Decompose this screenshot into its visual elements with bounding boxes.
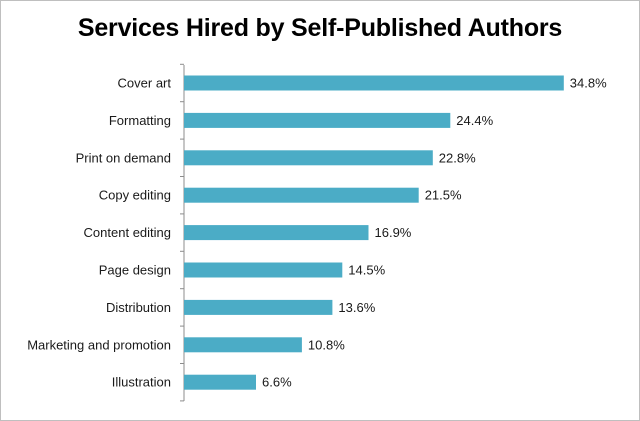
data-label: 14.5% xyxy=(348,263,385,278)
data-label: 22.8% xyxy=(439,150,476,165)
bar xyxy=(184,75,564,91)
category-label: Page design xyxy=(99,263,171,278)
bar xyxy=(184,112,451,128)
data-label: 6.6% xyxy=(262,375,292,390)
data-label: 34.8% xyxy=(570,76,607,91)
bar xyxy=(184,337,302,353)
data-label: 13.6% xyxy=(338,300,375,315)
plot-area: Cover art 34.8% Formatting 24.4% Print on de… xyxy=(27,63,607,402)
category-label: Distribution xyxy=(106,300,171,315)
category-label: Illustration xyxy=(112,375,171,390)
data-label: 10.8% xyxy=(308,337,345,352)
bar xyxy=(184,374,256,390)
chart-title: Services Hired by Self-Published Authors xyxy=(77,14,563,42)
bar xyxy=(184,262,343,278)
data-label: 21.5% xyxy=(425,188,462,203)
bar xyxy=(184,299,333,315)
category-label: Copy editing xyxy=(99,188,171,203)
bar xyxy=(184,150,433,166)
data-label: 24.4% xyxy=(456,113,493,128)
data-label: 16.9% xyxy=(375,225,412,240)
category-label: Print on demand xyxy=(76,150,171,165)
category-label: Cover art xyxy=(118,76,172,91)
category-label: Formatting xyxy=(109,113,171,128)
category-label: Marketing and promotion xyxy=(27,337,171,352)
bar xyxy=(184,225,369,241)
bar xyxy=(184,187,419,203)
category-label: Content editing xyxy=(84,225,171,240)
